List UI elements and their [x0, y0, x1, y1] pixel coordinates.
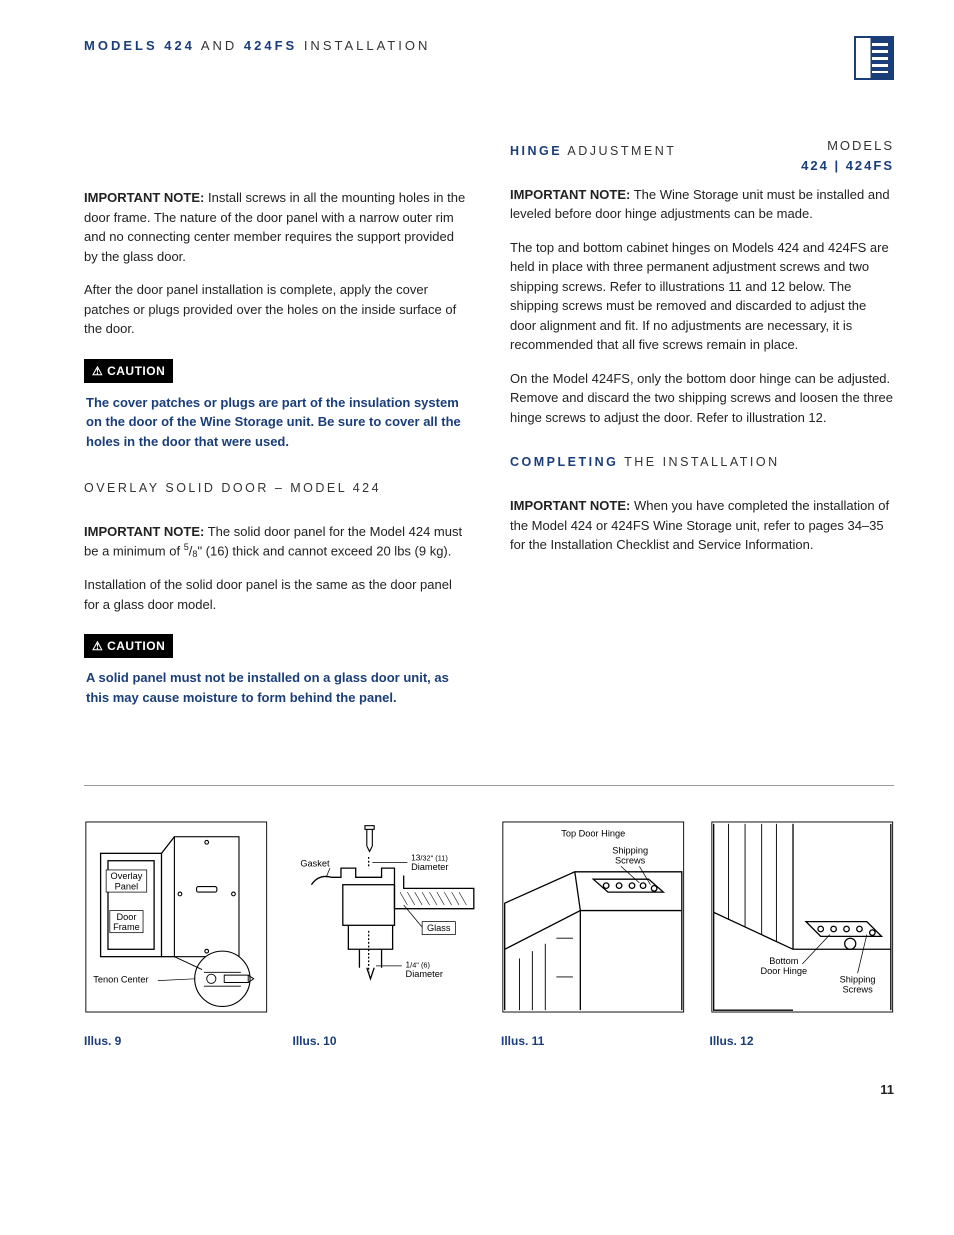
important-label: IMPORTANT NOTE: [510, 498, 630, 513]
illus-11: Top Door Hinge ShippingScrews [501, 812, 686, 1050]
header-models: MODELS 424 [84, 38, 195, 53]
left-column: IMPORTANT NOTE: Install screws in all th… [84, 142, 468, 735]
illus-9-label: Illus. 9 [84, 1032, 269, 1050]
label-dia2: 1/4" (6)Diameter [405, 960, 442, 979]
label-tenon-center: Tenon Center [93, 975, 148, 985]
caution-bar: CAUTION [84, 359, 173, 383]
header-install: INSTALLATION [297, 38, 430, 53]
page-header: MODELS 424 AND 424FS INSTALLATION [84, 36, 894, 80]
caution-body: A solid panel must not be installed on a… [84, 658, 468, 707]
header-fs: 424FS [244, 38, 297, 53]
p3b: " (16) thick and cannot exceed 20 lbs (9… [197, 544, 451, 559]
illus-10: Gasket 13/32" (11)Diameter Glass 1/4" (6… [293, 812, 478, 1050]
side-label-line1: MODELS [801, 136, 894, 156]
label-shipping: ShippingScrews [612, 845, 648, 865]
illustration-row: OverlayPanel DoorFrame Tenon Center Illu… [84, 812, 894, 1050]
brand-logo-icon [854, 36, 894, 80]
caution-box-1: CAUTION The cover patches or plugs are p… [84, 359, 468, 452]
right-p4: IMPORTANT NOTE: When you have completed … [510, 496, 894, 555]
heading-accent: HINGE [510, 144, 562, 158]
heading-rest: ADJUSTMENT [562, 144, 676, 158]
left-p1: IMPORTANT NOTE: Install screws in all th… [84, 188, 468, 266]
illus-9: OverlayPanel DoorFrame Tenon Center Illu… [84, 812, 269, 1050]
frac-den: 8 [192, 549, 197, 559]
illus-9-figure: OverlayPanel DoorFrame Tenon Center [84, 812, 269, 1022]
left-p3: IMPORTANT NOTE: The solid door panel for… [84, 522, 468, 561]
frac-num: 5 [184, 542, 189, 552]
illus-12: BottomDoor Hinge ShippingScrews Illus. 1… [710, 812, 895, 1050]
important-label: IMPORTANT NOTE: [84, 524, 204, 539]
header-title: MODELS 424 AND 424FS INSTALLATION [84, 36, 430, 56]
illus-12-label: Illus. 12 [710, 1032, 895, 1050]
heading-rest: THE INSTALLATION [618, 455, 779, 469]
illus-11-label: Illus. 11 [501, 1032, 686, 1050]
label-door-frame: DoorFrame [113, 912, 140, 932]
divider [84, 785, 894, 786]
label-top-hinge: Top Door Hinge [561, 829, 625, 839]
left-p4: Installation of the solid door panel is … [84, 575, 468, 614]
header-and: AND [195, 38, 244, 53]
label-glass: Glass [426, 923, 450, 933]
label-bottom-hinge: BottomDoor Hinge [760, 956, 807, 976]
caution-body: The cover patches or plugs are part of t… [84, 383, 468, 452]
label-gasket: Gasket [300, 858, 330, 868]
content-columns: IMPORTANT NOTE: Install screws in all th… [84, 142, 894, 735]
important-label: IMPORTANT NOTE: [84, 190, 204, 205]
right-p1: IMPORTANT NOTE: The Wine Storage unit mu… [510, 185, 894, 224]
label-overlay-panel: OverlayPanel [111, 871, 143, 891]
side-model-label: MODELS 424 | 424FS [801, 136, 894, 175]
label-dia1: 13/32" (11)Diameter [411, 853, 448, 872]
right-column: HINGE ADJUSTMENT IMPORTANT NOTE: The Win… [510, 142, 894, 735]
important-label: IMPORTANT NOTE: [510, 187, 630, 202]
illus-10-label: Illus. 10 [293, 1032, 478, 1050]
label-shipping: ShippingScrews [839, 975, 875, 995]
right-p2: The top and bottom cabinet hinges on Mod… [510, 238, 894, 355]
heading-completing: COMPLETING THE INSTALLATION [510, 453, 894, 472]
illus-11-figure: Top Door Hinge ShippingScrews [501, 812, 686, 1022]
page-number: 11 [84, 1080, 894, 1100]
heading-accent: COMPLETING [510, 455, 618, 469]
caution-box-2: CAUTION A solid panel must not be instal… [84, 634, 468, 707]
side-label-line2: 424 | 424FS [801, 156, 894, 176]
right-p3: On the Model 424FS, only the bottom door… [510, 369, 894, 428]
illus-10-figure: Gasket 13/32" (11)Diameter Glass 1/4" (6… [293, 812, 478, 1022]
illus-12-figure: BottomDoor Hinge ShippingScrews [710, 812, 895, 1022]
caution-bar: CAUTION [84, 634, 173, 658]
left-p2: After the door panel installation is com… [84, 280, 468, 339]
heading-overlay: OVERLAY SOLID DOOR – MODEL 424 [84, 479, 468, 498]
